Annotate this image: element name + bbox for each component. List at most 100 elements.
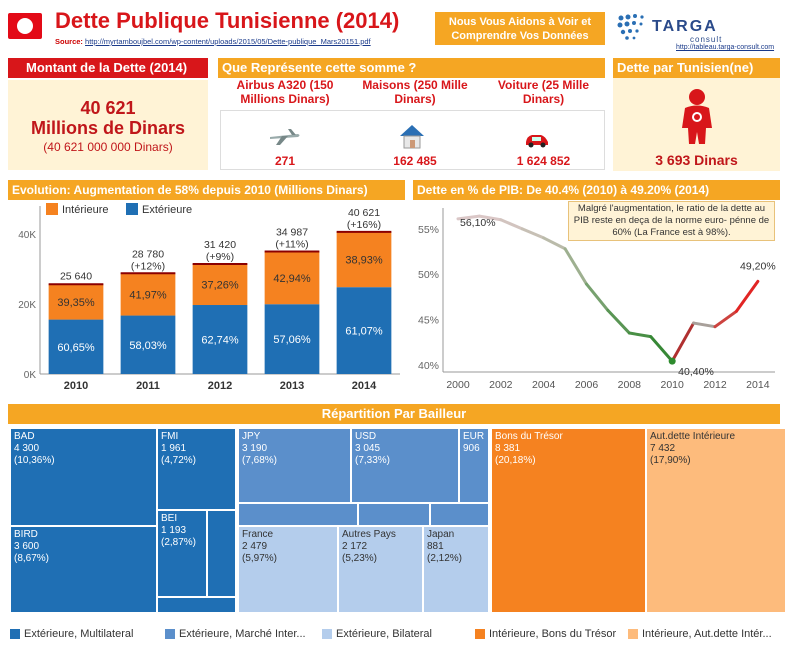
bar-total-label: 40 621: [348, 207, 380, 219]
treemap-cell-name: Aut.dette Intérieure: [650, 431, 736, 442]
treemap-legend: Extérieure, Multilateral Extérieure, Marc…: [10, 628, 785, 646]
treemap-cell-value: 2 479: [242, 541, 268, 552]
treemap-cell-name: BEI: [161, 513, 178, 524]
treemap-cell-value: 4 300: [14, 443, 40, 454]
montant-detail: (40 621 000 000 Dinars): [43, 140, 173, 154]
treemap-cell[interactable]: USD 3 045 (7,33%): [351, 428, 459, 503]
line-point-label: 40,40%: [678, 366, 714, 378]
represente-value-voiture: 1 624 852: [516, 154, 571, 168]
represente-value-airbus: 271: [274, 154, 296, 168]
airplane-icon: [270, 129, 300, 145]
treemap-filler-cell: [157, 597, 236, 613]
line-segment: [563, 247, 589, 286]
treemap-legend-item: Intérieure, Aut.dette Intér...: [628, 628, 772, 640]
legend-label: Extérieure, Multilateral: [24, 628, 134, 640]
bar-exterieure: [48, 319, 104, 374]
line-point-label: 56,10%: [460, 217, 496, 229]
treemap-cell[interactable]: BEI 1 193 (2,87%): [157, 510, 207, 597]
car-icon: [526, 135, 548, 148]
represente-label-maisons: Maisons (250 Mille Dinars): [362, 78, 468, 106]
treemap-cell[interactable]: France 2 479 (5,97%): [238, 526, 338, 613]
bar-chart-title: Evolution: Augmentation de 58% depuis 20…: [8, 180, 405, 200]
legend-label: Extérieure, Bilateral: [336, 628, 432, 640]
treemap: BAD 4 300 (10,36%) BIRD 3 600 (8,67%) FMI 1 961…: [10, 428, 786, 615]
bar-exterieure-label: 62,74%: [201, 335, 239, 347]
montant-panel: 40 621 Millions de Dinars (40 621 000 00…: [8, 80, 208, 170]
bar-exterieure: [264, 304, 320, 374]
bar-exterieure-label: 61,07%: [345, 326, 383, 338]
bar-growth-label: (+16%): [347, 219, 381, 231]
bar-exterieure: [336, 287, 392, 374]
bar-interieure-label: 42,94%: [273, 273, 311, 285]
bar-total-label: 25 640: [60, 270, 92, 282]
bar-xtick-label: 2012: [208, 380, 232, 392]
treemap-cell[interactable]: BAD 4 300 (10,36%): [10, 428, 157, 526]
bar-legend-swatch: [46, 203, 58, 215]
person-icon: [682, 89, 712, 144]
bar-interieure-label: 38,93%: [345, 255, 383, 267]
legend-swatch: [628, 629, 638, 640]
treemap-cell-name: France: [242, 529, 274, 540]
treemap-legend-item: Extérieure, Multilateral: [10, 628, 133, 640]
legend-label: Extérieure, Marché Inter...: [179, 628, 306, 640]
treemap-cell-name: JPY: [242, 431, 261, 442]
bar-exterieure: [192, 305, 248, 374]
bar-interieure-label: 39,35%: [57, 297, 95, 309]
treemap-cell-value: 3 190: [242, 443, 268, 454]
bar-exterieure: [120, 315, 176, 374]
treemap-cell-pct: (4,72%): [161, 455, 197, 466]
treemap-cell[interactable]: Autres Pays 2 172 (5,23%): [338, 526, 423, 613]
line-xtick-label: 2004: [532, 379, 556, 391]
treemap-cell[interactable]: BIRD 3 600 (8,67%): [10, 526, 157, 613]
treemap-filler-cell: [207, 510, 236, 597]
treemap-cell[interactable]: EUR 906: [459, 428, 489, 503]
logo-url-link[interactable]: http://tableau.targa-consult.com: [676, 44, 775, 51]
tunisia-flag-icon: [8, 13, 42, 39]
treemap-cell[interactable]: JPY 3 190 (7,68%): [238, 428, 351, 503]
bar-interieure-label: 37,26%: [201, 280, 239, 292]
line-ytick-label: 55%: [418, 224, 439, 236]
line-xtick-label: 2010: [661, 379, 685, 391]
montant-unit: Millions de Dinars: [30, 118, 186, 138]
treemap-cell[interactable]: Aut.dette Intérieure 7 432 (17,90%): [646, 428, 786, 613]
par-tunisien-header: Dette par Tunisien(ne): [613, 58, 780, 78]
line-xtick-label: 2000: [446, 379, 470, 391]
treemap-filler-cell: [430, 503, 489, 526]
bar-ytick-label: 0K: [24, 370, 37, 381]
represente-header: Que Représente cette somme ?: [218, 58, 605, 78]
bar-ytick-label: 40K: [18, 230, 36, 241]
line-segment: [585, 282, 610, 312]
treemap-cell-pct: (8,67%): [14, 553, 50, 564]
treemap-cell[interactable]: Bons du Trésor 8 381 (20,18%): [491, 428, 646, 613]
treemap-cell-name: BIRD: [14, 529, 38, 540]
treemap-cell-pct: (10,36%): [14, 455, 55, 466]
bar-chart: 0K 20K 40K Intérieure Extérieure 60,65% 39,35%…: [18, 203, 400, 392]
line-segment: [456, 214, 481, 221]
line-segment: [670, 321, 696, 363]
treemap-filler-cell: [358, 503, 430, 526]
line-segment: [542, 236, 567, 251]
treemap-cell[interactable]: FMI 1 961 (4,72%): [157, 428, 236, 510]
par-tunisien-value: 3 693 Dinars: [655, 152, 738, 168]
treemap-cell-pct: (17,90%): [650, 455, 691, 466]
logo-name: TARGA: [652, 18, 718, 35]
bar-total-label: 31 420: [204, 239, 236, 251]
bar-interieure: [192, 264, 248, 306]
treemap-cell-pct: (7,33%): [355, 455, 391, 466]
line-xtick-label: 2002: [489, 379, 513, 391]
line-min-point: [668, 357, 676, 365]
treemap-cell[interactable]: Japan 881 (2,12%): [423, 526, 489, 613]
bar-total-label: 34 987: [276, 227, 308, 239]
bar-legend-swatch: [126, 203, 138, 215]
source-link[interactable]: http://myrtamboujbel.com/wp-content/uplo…: [85, 37, 371, 46]
line-xtick-label: 2014: [746, 379, 770, 391]
bar-interieure: [120, 273, 176, 316]
legend-swatch: [10, 629, 20, 640]
bar-xtick-label: 2014: [352, 380, 377, 392]
bar-interieure: [336, 231, 392, 288]
treemap-cell-value: 3 045: [355, 443, 381, 454]
treemap-filler-cell: [238, 503, 358, 526]
line-segment: [692, 321, 717, 329]
targa-logo-icon: [617, 14, 644, 40]
slogan-box: Nous Vous Aidons à Voir et Comprendre Vo…: [435, 12, 605, 45]
